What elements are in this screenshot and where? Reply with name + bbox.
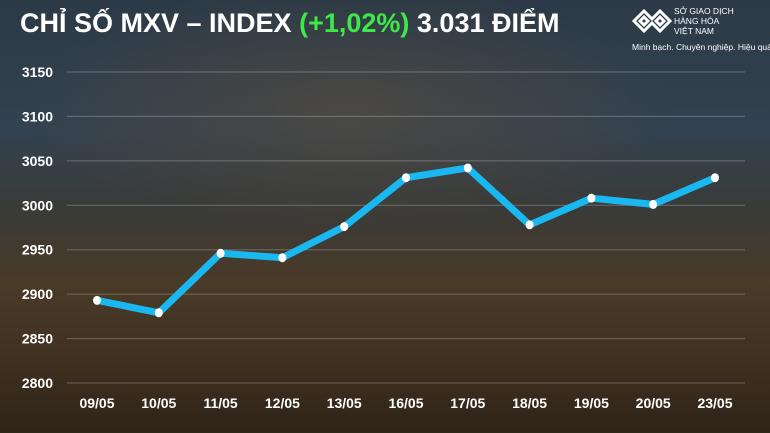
x-tick-label: 12/05 bbox=[265, 395, 300, 411]
logo-mark-icon bbox=[631, 8, 673, 34]
data-point bbox=[402, 173, 410, 183]
x-tick-label: 19/05 bbox=[574, 395, 609, 411]
data-point bbox=[587, 193, 596, 203]
data-point bbox=[154, 308, 163, 318]
y-tick-label: 2900 bbox=[22, 286, 53, 302]
y-tick-label: 3000 bbox=[22, 197, 53, 213]
x-tick-label: 20/05 bbox=[636, 395, 671, 411]
x-tick-label: 16/05 bbox=[388, 395, 423, 411]
x-tick-label: 10/05 bbox=[141, 395, 176, 411]
logo: SỞ GIAO DỊCH HÀNG HÓA VIỆT NAM Minh bạch… bbox=[631, 4, 770, 54]
data-point bbox=[463, 163, 472, 173]
data-point bbox=[216, 248, 225, 258]
title-prefix: CHỈ SỐ MXV – INDEX bbox=[20, 8, 292, 38]
data-point bbox=[525, 220, 534, 230]
y-tick-label: 3150 bbox=[22, 64, 53, 80]
logo-line-2: HÀNG HÓA bbox=[674, 16, 720, 26]
data-point bbox=[340, 222, 349, 232]
y-tick-label: 3050 bbox=[22, 153, 53, 169]
y-tick-label: 3100 bbox=[22, 108, 53, 124]
data-point bbox=[278, 253, 287, 263]
x-tick-label: 13/05 bbox=[327, 395, 362, 411]
x-tick-label: 11/05 bbox=[203, 395, 237, 411]
logo-line-3: VIỆT NAM bbox=[674, 26, 714, 36]
change-percent: (+1,02%) bbox=[299, 8, 410, 38]
data-point bbox=[711, 173, 719, 183]
data-point bbox=[649, 199, 658, 209]
y-tick-label: 2950 bbox=[22, 242, 53, 258]
y-tick-label: 2800 bbox=[22, 375, 53, 391]
series-line bbox=[96, 164, 717, 317]
x-tick-label: 09/05 bbox=[79, 395, 114, 411]
logo-slogan: Minh bạch. Chuyên nghiệp. Hiệu quả bbox=[632, 42, 770, 52]
logo-line-1: SỞ GIAO DỊCH bbox=[674, 6, 734, 16]
x-tick-label: 18/05 bbox=[512, 395, 547, 411]
data-point bbox=[93, 295, 101, 305]
x-tick-label: 17/05 bbox=[450, 395, 485, 411]
index-value: 3.031 ĐIỂM bbox=[416, 8, 560, 38]
x-tick-label: 23/05 bbox=[697, 395, 732, 411]
y-tick-label: 2850 bbox=[22, 331, 53, 347]
page-title: CHỈ SỐ MXV – INDEX (+1,02%) 3.031 ĐIỂM bbox=[20, 8, 559, 39]
